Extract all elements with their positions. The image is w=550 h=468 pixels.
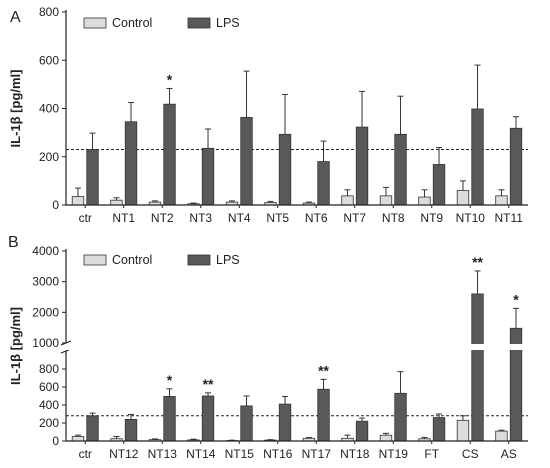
x-tick-label: NT13 bbox=[148, 447, 178, 461]
y-tick-label: 2000 bbox=[32, 305, 59, 319]
bar-lps-nt9 bbox=[432, 164, 446, 206]
bar-control-cs bbox=[456, 419, 470, 442]
x-tick-label: NT19 bbox=[379, 447, 409, 461]
bar-control-ctr bbox=[71, 196, 85, 206]
y-tick-label: 0 bbox=[52, 434, 59, 448]
y-tick-label: 200 bbox=[39, 150, 59, 164]
bar-control-as bbox=[495, 430, 508, 442]
x-tick-label: ctr bbox=[79, 211, 92, 225]
y-tick-label: 1000 bbox=[32, 336, 59, 350]
panel-label: B bbox=[8, 234, 19, 251]
x-tick-label: FT bbox=[424, 447, 439, 461]
bar-lps-nt8 bbox=[394, 133, 407, 206]
x-tick-label: NT14 bbox=[186, 447, 216, 461]
y-tick-label: 0 bbox=[52, 198, 59, 212]
bar-lps-nt10 bbox=[471, 108, 484, 206]
x-tick-label: NT12 bbox=[109, 447, 139, 461]
bar-lps-nt15 bbox=[240, 405, 253, 442]
panel-label: A bbox=[10, 9, 21, 26]
significance-mark: ** bbox=[318, 362, 329, 378]
x-tick-label: NT3 bbox=[189, 211, 212, 225]
y-tick-label: 800 bbox=[39, 5, 59, 19]
x-tick-label: NT8 bbox=[382, 211, 405, 225]
bar-control-nt19 bbox=[379, 434, 393, 442]
y-tick-label: 4000 bbox=[32, 244, 59, 258]
bar-lps-nt17 bbox=[317, 388, 330, 442]
x-tick-label: NT2 bbox=[151, 211, 174, 225]
y-tick-label: 600 bbox=[39, 53, 59, 67]
significance-mark: * bbox=[167, 372, 173, 388]
legend-label-lps: LPS bbox=[216, 16, 240, 30]
y-axis-label: IL-1β [pg/ml] bbox=[8, 70, 23, 148]
bar-lps-nt12 bbox=[124, 418, 138, 442]
x-tick-label: NT4 bbox=[228, 211, 251, 225]
x-tick-label: CS bbox=[462, 447, 479, 461]
bar-lps-nt1 bbox=[124, 121, 138, 206]
legend-swatch-control bbox=[83, 17, 107, 29]
x-tick-label: NT17 bbox=[302, 447, 332, 461]
x-tick-label: NT15 bbox=[225, 447, 255, 461]
bar-lps-nt3 bbox=[201, 147, 215, 206]
x-tick-label: NT18 bbox=[340, 447, 370, 461]
legend-label-lps: LPS bbox=[216, 253, 240, 267]
x-tick-label: NT16 bbox=[263, 447, 293, 461]
bar-control-nt8 bbox=[379, 195, 393, 206]
bar-lps-nt13 bbox=[163, 396, 176, 442]
y-tick-label: 400 bbox=[39, 102, 59, 116]
y-tick-label: 400 bbox=[39, 398, 59, 412]
bar-control-nt7 bbox=[341, 195, 354, 206]
bar-control-nt11 bbox=[495, 195, 508, 206]
bar-lps-nt2 bbox=[163, 103, 176, 206]
bar-lps-nt6 bbox=[317, 161, 330, 206]
bar-lps-nt4 bbox=[240, 117, 253, 206]
x-tick-label: NT1 bbox=[112, 211, 135, 225]
bar-control-nt1 bbox=[110, 199, 123, 206]
legend-swatch-lps bbox=[187, 254, 211, 266]
x-tick-label: NT10 bbox=[456, 211, 486, 225]
y-tick-label: 3000 bbox=[32, 275, 59, 289]
bar-lps-nt5 bbox=[278, 133, 292, 206]
legend-label-control: Control bbox=[112, 16, 152, 30]
bar-lps-ctr bbox=[86, 149, 99, 206]
bar-control-nt9 bbox=[418, 196, 431, 206]
bar-lps-nt14 bbox=[201, 395, 215, 442]
significance-mark: * bbox=[513, 291, 519, 307]
axis-break-gap bbox=[67, 344, 529, 350]
y-axis-label: IL-1β [pg/ml] bbox=[8, 307, 23, 385]
x-tick-label: NT9 bbox=[420, 211, 443, 225]
x-tick-label: NT5 bbox=[266, 211, 289, 225]
y-tick-label: 200 bbox=[39, 416, 59, 430]
x-tick-label: NT7 bbox=[343, 211, 366, 225]
bar-control-nt10 bbox=[456, 190, 470, 206]
bar-lps-nt7 bbox=[355, 126, 369, 206]
bar-lps-nt11 bbox=[509, 127, 523, 206]
legend-label-control: Control bbox=[112, 253, 152, 267]
bar-lps-nt18 bbox=[355, 420, 369, 442]
bar-control-ctr bbox=[71, 436, 85, 442]
bar-lps-ctr bbox=[86, 415, 99, 442]
x-tick-label: NT6 bbox=[305, 211, 328, 225]
bar-lps-ft bbox=[432, 417, 446, 442]
bar-lps-nt19 bbox=[394, 392, 407, 442]
y-tick-label: 800 bbox=[39, 362, 59, 376]
bar-lps-cs bbox=[471, 293, 484, 442]
bar-lps-nt16 bbox=[278, 403, 292, 442]
x-tick-label: AS bbox=[501, 447, 517, 461]
x-tick-label: ctr bbox=[79, 447, 92, 461]
legend-swatch-lps bbox=[187, 17, 211, 29]
x-tick-label: NT11 bbox=[495, 211, 524, 225]
significance-mark: ** bbox=[472, 254, 483, 270]
significance-mark: * bbox=[167, 71, 173, 87]
significance-mark: ** bbox=[203, 376, 214, 392]
y-tick-label: 600 bbox=[39, 380, 59, 394]
legend-swatch-control bbox=[83, 254, 107, 266]
